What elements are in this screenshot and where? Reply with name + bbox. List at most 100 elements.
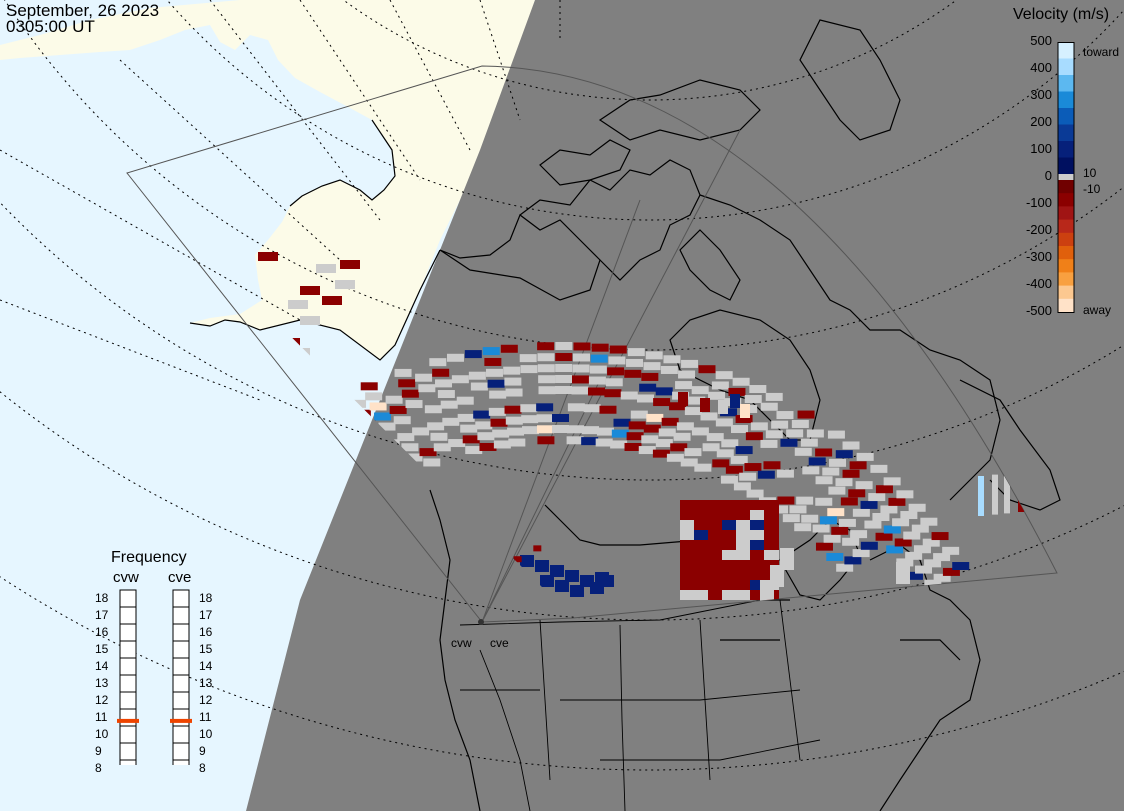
- scatter-cell: [489, 390, 507, 399]
- scatter-cell: [736, 540, 751, 550]
- scatter-cell: [746, 489, 764, 498]
- scatter-cell: [764, 500, 779, 510]
- velocity-colorbar: [1057, 42, 1075, 313]
- frequency-gauge-cell: [119, 742, 137, 761]
- scatter-cell: [645, 351, 663, 360]
- scatter-cell: [850, 530, 868, 539]
- scatter-cell: [566, 436, 584, 445]
- scatter-cell: [720, 408, 738, 417]
- scatter-cell: [624, 369, 642, 378]
- scatter-cell: [588, 376, 606, 385]
- scatter-cell: [952, 562, 970, 571]
- scatter-cell: [508, 438, 526, 447]
- colorbar-segment-toward: [1058, 157, 1074, 175]
- scatter-cell: [628, 421, 646, 430]
- scatter-cell: [555, 353, 573, 362]
- scatter-cell: [470, 382, 488, 391]
- scatter-cell: [815, 448, 833, 457]
- scatter-cell: [786, 429, 804, 438]
- scatter-cell: [300, 286, 320, 295]
- scatter-cell: [915, 565, 933, 574]
- scatter-cell: [764, 550, 779, 560]
- scatter-cell: [924, 559, 942, 568]
- scatter-cell: [708, 510, 723, 520]
- scatter-cell: [412, 427, 430, 436]
- frequency-tick-label: 10: [95, 727, 109, 741]
- scatter-cell: [791, 419, 809, 428]
- scatter-cell: [430, 432, 448, 441]
- scatter-cell: [537, 342, 555, 351]
- scatter-cell: [842, 537, 860, 546]
- scatter-cell: [1004, 473, 1010, 514]
- scatter-cell: [583, 404, 601, 413]
- scatter-cell: [500, 344, 518, 353]
- scatter-cell: [856, 452, 874, 461]
- scatter-cell: [708, 391, 726, 400]
- frequency-gauge-cell: [172, 606, 190, 625]
- scatter-cell: [663, 355, 681, 364]
- scatter-cell: [694, 550, 709, 560]
- scatter-cell: [555, 386, 573, 395]
- scatter-cell: [572, 364, 590, 373]
- scatter-cell: [908, 503, 926, 512]
- scatter-cell: [978, 476, 984, 516]
- scatter-cell: [520, 365, 538, 374]
- scatter-cell: [823, 534, 841, 543]
- scatter-cell: [605, 378, 623, 387]
- frequency-gauge-cell: [172, 725, 190, 744]
- scatter-cell: [680, 458, 698, 467]
- scatter-cell: [722, 530, 737, 540]
- scatter-cell: [340, 260, 360, 269]
- frequency-gauge-cell: [119, 589, 137, 608]
- colorbar-segment-away: [1058, 272, 1074, 287]
- scatter-cell: [835, 478, 853, 487]
- scatter-cell: [744, 463, 762, 472]
- scatter-cell: [721, 439, 739, 448]
- scatter-cell: [922, 538, 940, 547]
- scatter-cell: [567, 403, 585, 412]
- scatter-cell: [760, 580, 774, 602]
- frequency-tick-label: 13: [199, 676, 213, 690]
- frequency-gauge-cell: [119, 691, 137, 710]
- scatter-cell: [433, 443, 451, 452]
- scatter-cell: [678, 392, 688, 406]
- scatter-cell: [493, 440, 511, 449]
- scatter-cell: [604, 389, 622, 398]
- scatter-cell: [504, 405, 522, 414]
- scatter-cell: [933, 573, 951, 582]
- scatter-cell: [661, 417, 679, 426]
- scatter-cell: [538, 375, 556, 384]
- scatter-cell: [599, 405, 617, 414]
- scatter-cell: [765, 430, 783, 439]
- scatter-cell: [573, 353, 591, 362]
- scatter-cell: [555, 375, 573, 384]
- scatter-cell: [482, 347, 500, 356]
- scatter-cell: [398, 379, 416, 388]
- scatter-cell: [626, 432, 644, 441]
- scatter-cell: [492, 429, 510, 438]
- colorbar-segment-away: [1058, 193, 1074, 207]
- scatter-cell: [405, 400, 423, 409]
- scatter-cell: [712, 459, 730, 468]
- frequency-tick-label: 9: [95, 744, 102, 758]
- scatter-cell: [680, 550, 695, 560]
- colorbar-segment-zero: [1058, 174, 1074, 180]
- scatter-cell: [730, 394, 740, 408]
- scatter-cell: [694, 530, 709, 540]
- scatter-cell: [835, 450, 853, 459]
- scatter-cell: [680, 570, 695, 580]
- colorbar-tick-label: 100: [1030, 141, 1052, 156]
- scatter-cell: [933, 553, 951, 562]
- scatter-cell: [694, 500, 709, 510]
- scatter-cell: [571, 386, 589, 395]
- scatter-cell: [590, 354, 608, 363]
- colorbar-title: Velocity (m/s): [1013, 6, 1110, 23]
- scatter-cell: [609, 345, 627, 354]
- scatter-cell: [836, 563, 854, 572]
- scatter-cell: [316, 264, 336, 273]
- colorbar-tick-label: 200: [1030, 114, 1052, 129]
- scatter-cell: [300, 316, 320, 325]
- scatter-cell: [437, 390, 455, 399]
- scatter-cell: [730, 455, 748, 464]
